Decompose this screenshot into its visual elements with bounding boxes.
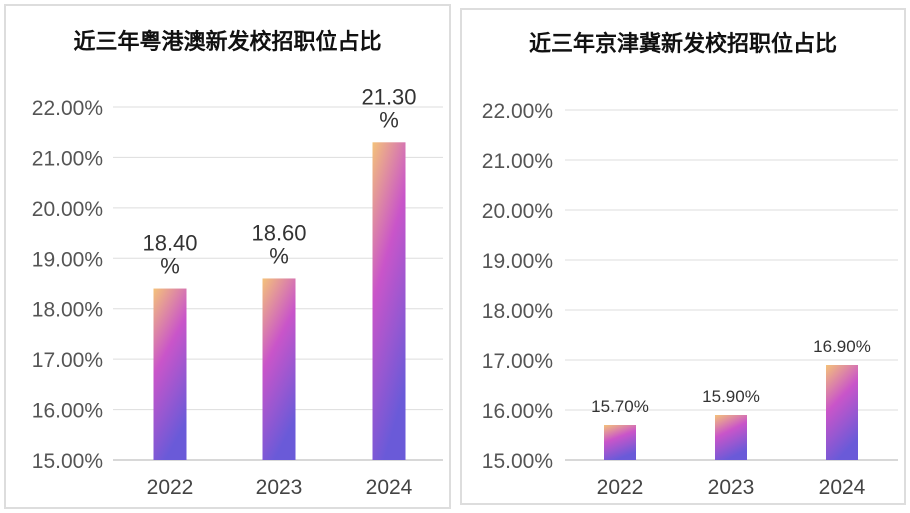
bar-2023 [715,415,747,460]
y-tick-label: 21.00% [32,147,103,170]
y-tick-label: 22.00% [32,97,103,120]
bar-2024 [826,365,858,460]
chart-title: 近三年京津冀新发校招职位占比 [528,32,837,57]
chart-panel-beijing-tianjin-hebei: 近三年京津冀新发校招职位占比 15.00% 16.00% 17.00% 18.00% 1… [460,8,906,505]
y-tick-label: 16.00% [482,400,553,423]
y-tick-label: 17.00% [482,350,553,373]
data-label: 15.90% [702,387,760,406]
bar-2022 [153,288,187,460]
x-tick-label: 2024 [819,476,866,499]
chart-title: 近三年粤港澳新发校招职位占比 [73,30,382,55]
bar-chart-beijing-tianjin-hebei: 15.00% 16.00% 17.00% 18.00% 19.00% 20.00% 21.0… [482,100,898,499]
data-label: 21.30% [361,84,416,132]
y-tick-label: 20.00% [482,200,553,223]
x-tick-label: 2022 [147,476,194,499]
y-tick-label: 15.00% [32,450,103,473]
bar-chart-guangdong-hk-macao: 15.00% 16.00% 17.00% 18.00% 19.00% 20.00% 21.0… [32,84,443,499]
y-tick-label: 16.00% [32,400,103,423]
y-tick-label: 18.00% [32,299,103,322]
bar-2024 [372,142,406,461]
y-tick-label: 19.00% [482,250,553,273]
data-label: 18.40% [142,231,197,279]
data-label: 18.60% [251,220,306,268]
y-tick-label: 22.00% [482,100,553,123]
y-tick-label: 20.00% [32,198,103,221]
x-tick-label: 2023 [256,476,303,499]
bar-2022 [604,425,636,460]
y-tick-label: 15.00% [482,450,553,473]
data-label: 15.70% [591,397,649,416]
y-tick-label: 19.00% [32,248,103,271]
x-tick-label: 2022 [597,476,644,499]
y-tick-label: 21.00% [482,150,553,173]
x-tick-label: 2023 [708,476,755,499]
data-label: 16.90% [813,337,871,356]
y-tick-label: 17.00% [32,349,103,372]
bar-2023 [262,278,296,460]
chart-panel-guangdong-hk-macao: 近三年粤港澳新发校招职位占比 15.00% 16.00% 17.00% 18.00% 1… [4,4,451,509]
x-tick-label: 2024 [366,476,413,499]
y-tick-label: 18.00% [482,300,553,323]
